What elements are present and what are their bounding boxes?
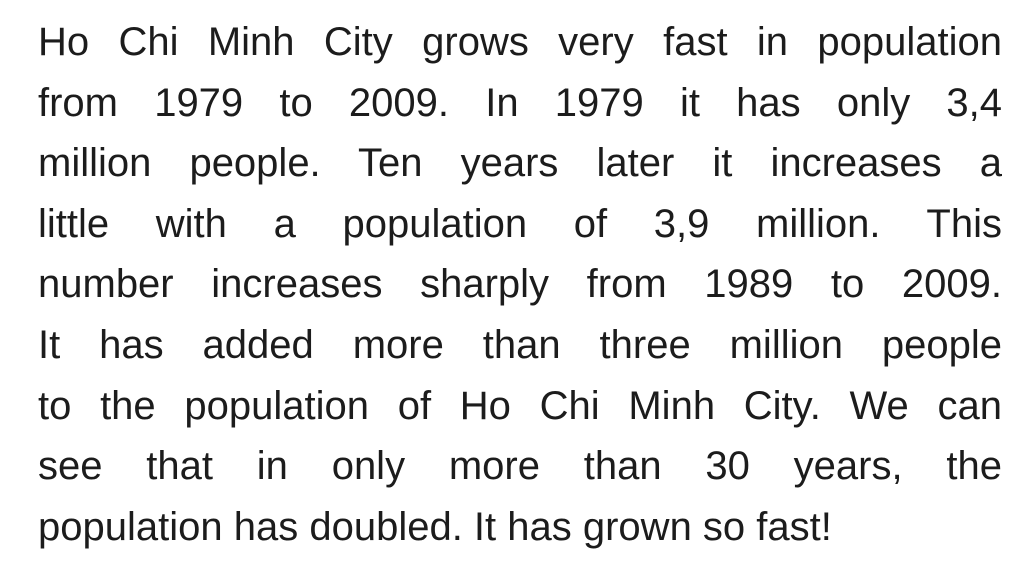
text-line: from 1979 to 2009. In 1979 it has only 3…	[38, 80, 1002, 125]
text-line: see that in only more than 30 years, the	[38, 444, 1002, 489]
paragraph: Ho Chi Minh City grows very fast in popu…	[38, 12, 1002, 557]
text-line: number increases sharply from 1989 to 20…	[38, 262, 1002, 307]
text-line: million people. Ten years later it incre…	[38, 141, 1002, 186]
text-line: It has added more than three million peo…	[38, 322, 1002, 367]
text-line: population has doubled. It has grown so …	[38, 504, 832, 549]
text-line: to the population of Ho Chi Minh City. W…	[38, 383, 1002, 428]
text-line: little with a population of 3,9 million.…	[38, 201, 1002, 246]
text-line: Ho Chi Minh City grows very fast in popu…	[38, 20, 1002, 64]
